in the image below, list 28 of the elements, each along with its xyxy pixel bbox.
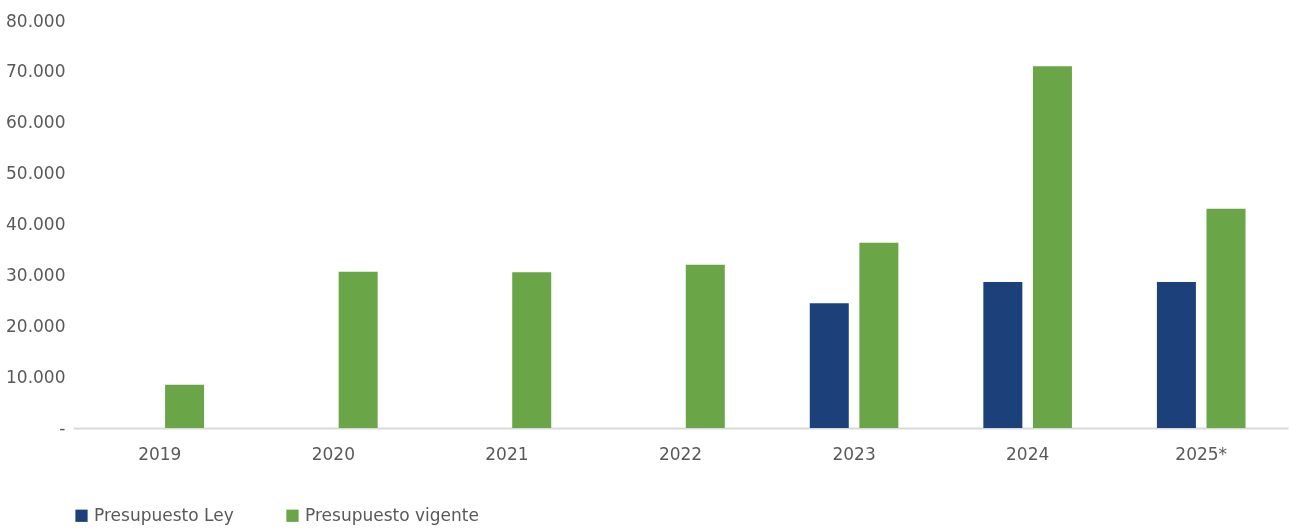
y-tick-label: 70.000	[6, 61, 66, 82]
x-tick-label: 2023	[832, 443, 876, 464]
x-tick-label: 2024	[1006, 443, 1050, 464]
y-tick-label: 60.000	[6, 112, 66, 133]
bar	[859, 242, 899, 428]
y-tick-label: 20.000	[6, 315, 66, 336]
bar	[512, 272, 552, 428]
bar	[809, 303, 849, 428]
x-tick-label: 2020	[311, 443, 355, 464]
legend-label: Presupuesto Ley	[94, 504, 234, 525]
x-tick-label: 2019	[138, 443, 182, 464]
bar	[1032, 66, 1072, 428]
legend-label: Presupuesto vigente	[305, 504, 479, 525]
x-tick-label: 2022	[658, 443, 703, 464]
y-tick-label: 80.000	[6, 10, 66, 31]
x-tick-label: 2025*	[1175, 443, 1228, 464]
y-tick-label: 10.000	[6, 366, 66, 387]
x-tick-label: 2021	[485, 443, 529, 464]
bar	[983, 281, 1023, 428]
bar	[338, 271, 378, 428]
bar	[165, 384, 205, 428]
bar	[1206, 208, 1246, 428]
y-tick-label: 30.000	[6, 264, 66, 285]
y-tick-label: 50.000	[6, 163, 66, 184]
y-tick-label: -	[59, 417, 66, 438]
y-tick-label: 40.000	[6, 214, 66, 234]
bar	[1156, 281, 1196, 428]
bar	[685, 264, 725, 428]
